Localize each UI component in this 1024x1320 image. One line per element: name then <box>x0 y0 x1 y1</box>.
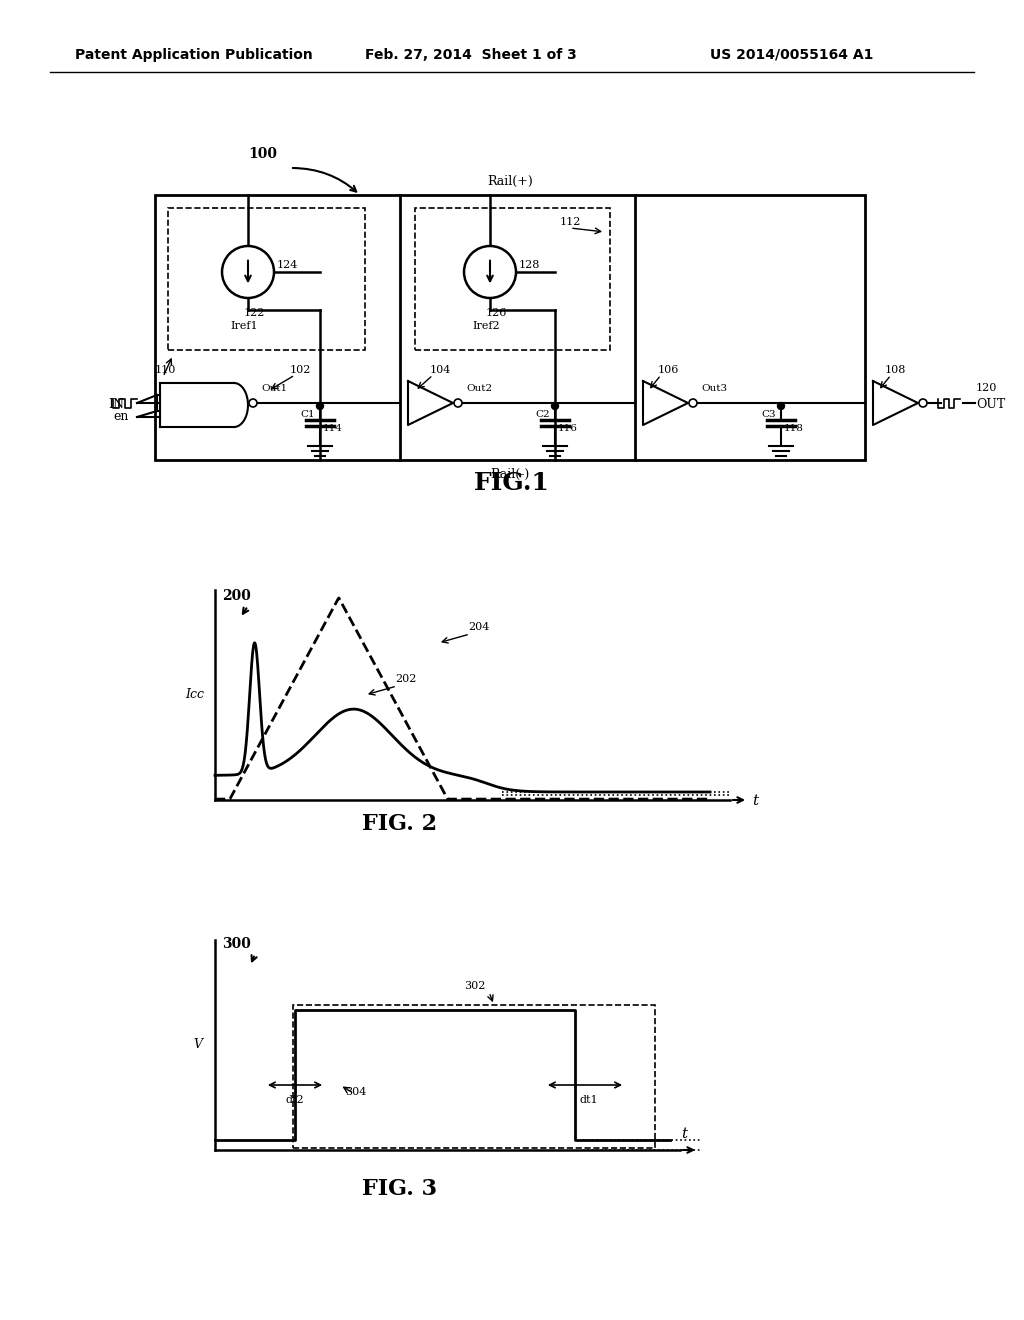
Text: 114: 114 <box>323 424 343 433</box>
Text: Out2: Out2 <box>466 384 493 393</box>
Circle shape <box>552 403 558 409</box>
Text: 110: 110 <box>155 366 176 375</box>
Text: 300: 300 <box>222 937 251 950</box>
Text: US 2014/0055164 A1: US 2014/0055164 A1 <box>710 48 873 62</box>
Text: V: V <box>193 1039 202 1052</box>
Text: 102: 102 <box>290 366 311 375</box>
Text: 118: 118 <box>784 424 804 433</box>
Text: C2: C2 <box>535 411 550 418</box>
Text: 106: 106 <box>658 366 679 375</box>
Circle shape <box>222 246 274 298</box>
Circle shape <box>777 403 784 409</box>
Text: 104: 104 <box>430 366 452 375</box>
Text: 124: 124 <box>278 260 298 271</box>
Text: 100: 100 <box>248 147 278 161</box>
Text: C1: C1 <box>300 411 314 418</box>
Text: 108: 108 <box>885 366 906 375</box>
Text: 302: 302 <box>464 981 485 991</box>
Text: 120: 120 <box>976 383 997 393</box>
Circle shape <box>249 399 257 407</box>
Bar <box>415 209 610 350</box>
Text: 304: 304 <box>345 1086 367 1097</box>
Text: IN: IN <box>108 399 124 412</box>
Bar <box>168 209 365 350</box>
Text: C3: C3 <box>761 411 775 418</box>
Text: FIG. 3: FIG. 3 <box>362 1177 437 1200</box>
Bar <box>155 195 865 459</box>
Text: 204: 204 <box>468 622 489 632</box>
Circle shape <box>919 399 927 407</box>
Circle shape <box>316 403 324 409</box>
Text: Iref2: Iref2 <box>472 321 500 331</box>
Text: Out3: Out3 <box>701 384 727 393</box>
Bar <box>293 1005 655 1148</box>
Text: Out1: Out1 <box>261 384 287 393</box>
Text: FIG.1: FIG.1 <box>474 471 550 495</box>
Circle shape <box>464 246 516 298</box>
Text: 126: 126 <box>486 308 507 318</box>
Text: dt1: dt1 <box>580 1096 599 1105</box>
Circle shape <box>454 399 462 407</box>
Text: FIG. 2: FIG. 2 <box>362 813 437 836</box>
Text: 200: 200 <box>222 589 251 603</box>
Text: Rail(-): Rail(-) <box>490 469 529 480</box>
Text: Icc: Icc <box>185 689 204 701</box>
Text: 128: 128 <box>519 260 541 271</box>
Text: t: t <box>752 795 758 808</box>
Text: OUT: OUT <box>976 397 1006 411</box>
Text: dt2: dt2 <box>285 1096 304 1105</box>
Text: 122: 122 <box>244 308 265 318</box>
Text: Feb. 27, 2014  Sheet 1 of 3: Feb. 27, 2014 Sheet 1 of 3 <box>365 48 577 62</box>
Text: Patent Application Publication: Patent Application Publication <box>75 48 312 62</box>
Text: 112: 112 <box>560 216 582 227</box>
Text: Iref1: Iref1 <box>230 321 258 331</box>
Text: t: t <box>681 1127 687 1140</box>
Text: 202: 202 <box>395 675 417 684</box>
Text: en: en <box>113 411 128 424</box>
Text: Rail(+): Rail(+) <box>487 176 532 187</box>
Circle shape <box>689 399 697 407</box>
Text: 116: 116 <box>558 424 578 433</box>
